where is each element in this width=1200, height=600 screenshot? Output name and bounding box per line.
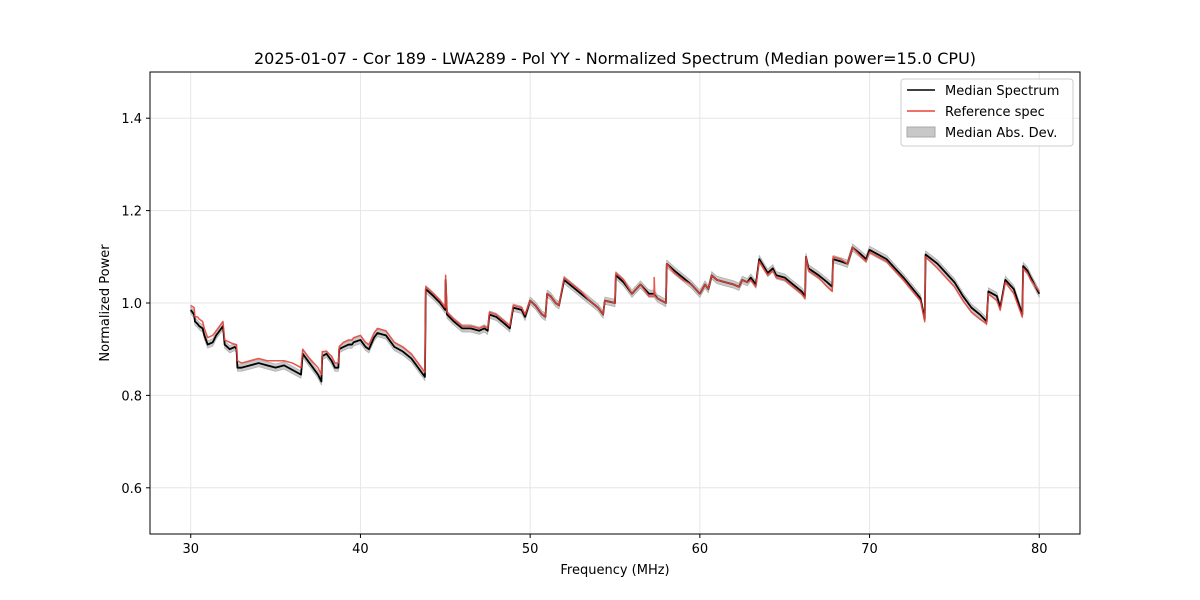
median-spectrum-line <box>190 246 1041 383</box>
tick-layer: 30 40 50 60 70 80 0.6 0.8 1.0 1.2 1.4 <box>121 112 1047 557</box>
legend: Median Spectrum Reference spec Median Ab… <box>900 78 1074 147</box>
legend-label-reference: Reference spec <box>945 105 1045 120</box>
x-tick-label: 60 <box>692 542 709 557</box>
legend-label-median: Median Spectrum <box>945 84 1059 99</box>
legend-box <box>900 78 1074 147</box>
y-tick-label: 1.0 <box>121 297 142 312</box>
y-tick-label: 0.6 <box>121 482 142 497</box>
y-tick-label: 1.2 <box>121 205 142 220</box>
chart-title: 2025-01-07 - Cor 189 - LWA289 - Pol YY -… <box>254 49 976 68</box>
y-tick-label: 1.4 <box>121 112 142 127</box>
mad-band <box>190 243 1040 386</box>
legend-label-mad: Median Abs. Dev. <box>945 126 1057 141</box>
y-axis-label: Normalized Power <box>98 244 113 362</box>
legend-swatch-mad <box>906 126 936 138</box>
x-tick-label: 30 <box>182 542 199 557</box>
x-tick-label: 70 <box>861 542 878 557</box>
x-tick-label: 50 <box>522 542 539 557</box>
data-layer <box>190 243 1041 386</box>
reference-spec-line <box>190 246 1040 376</box>
x-tick-label: 40 <box>352 542 369 557</box>
y-tick-label: 0.8 <box>121 389 142 404</box>
x-tick-label: 80 <box>1031 542 1048 557</box>
x-axis-label: Frequency (MHz) <box>560 563 669 578</box>
